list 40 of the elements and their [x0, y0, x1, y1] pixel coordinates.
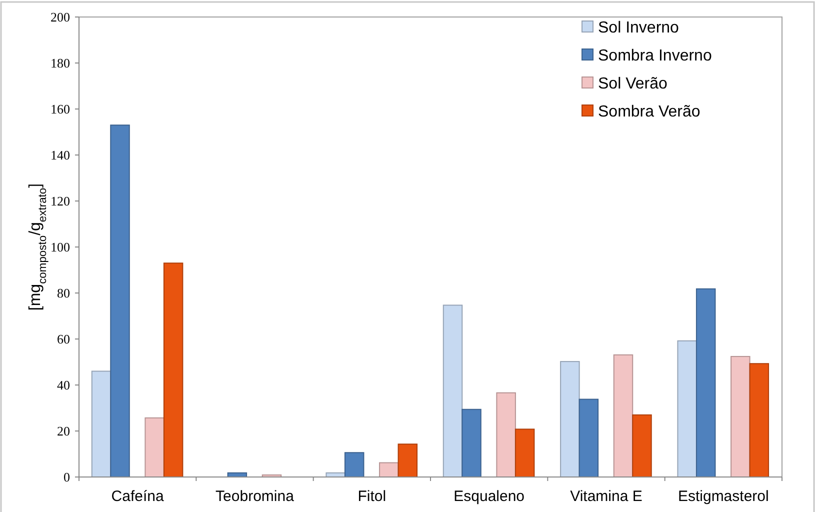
- y-tick-label: 0: [64, 470, 70, 485]
- bar: [514, 428, 535, 478]
- bar: [91, 370, 112, 478]
- y-tick-label: 200: [50, 10, 70, 25]
- bar: [560, 361, 580, 478]
- y-tick-label: 60: [57, 332, 70, 347]
- bar: [613, 354, 634, 478]
- bar: [462, 408, 482, 478]
- x-tick-label: Esqualeno: [454, 488, 525, 505]
- bar: [442, 304, 463, 478]
- bar: [144, 417, 164, 478]
- y-tick-label: 120: [50, 194, 70, 209]
- y-tick-label: 140: [50, 148, 70, 163]
- x-tick-label: Teobromina: [216, 488, 295, 505]
- y-tick-label: 80: [57, 286, 70, 301]
- bar: [677, 340, 697, 478]
- bar: [696, 288, 716, 478]
- bar: [496, 392, 516, 478]
- x-tick-label: Vitamina E: [570, 488, 642, 505]
- y-tick-label: 40: [57, 378, 70, 393]
- legend-label: Sol Verão: [598, 76, 668, 93]
- bar: [398, 444, 418, 478]
- bar: [749, 363, 770, 478]
- x-tick-label: Estigmasterol: [678, 488, 769, 505]
- x-tick-label: Fitol: [358, 488, 386, 505]
- bar: [578, 398, 599, 478]
- y-tick-label: 180: [50, 56, 70, 71]
- bar: [632, 414, 652, 478]
- bar: [110, 124, 130, 478]
- y-tick-label: 100: [50, 240, 70, 255]
- legend-label: Sombra Inverno: [598, 48, 712, 65]
- bar: [730, 356, 750, 478]
- bar: [344, 452, 364, 478]
- x-tick-label: Cafeína: [111, 488, 165, 505]
- y-tick-label: 160: [50, 102, 70, 117]
- legend-label: Sombra Verão: [598, 104, 700, 121]
- legend-label: Sol Inverno: [598, 20, 680, 37]
- y-tick-label: 20: [57, 424, 70, 439]
- bar: [163, 262, 184, 478]
- bar: [379, 462, 399, 478]
